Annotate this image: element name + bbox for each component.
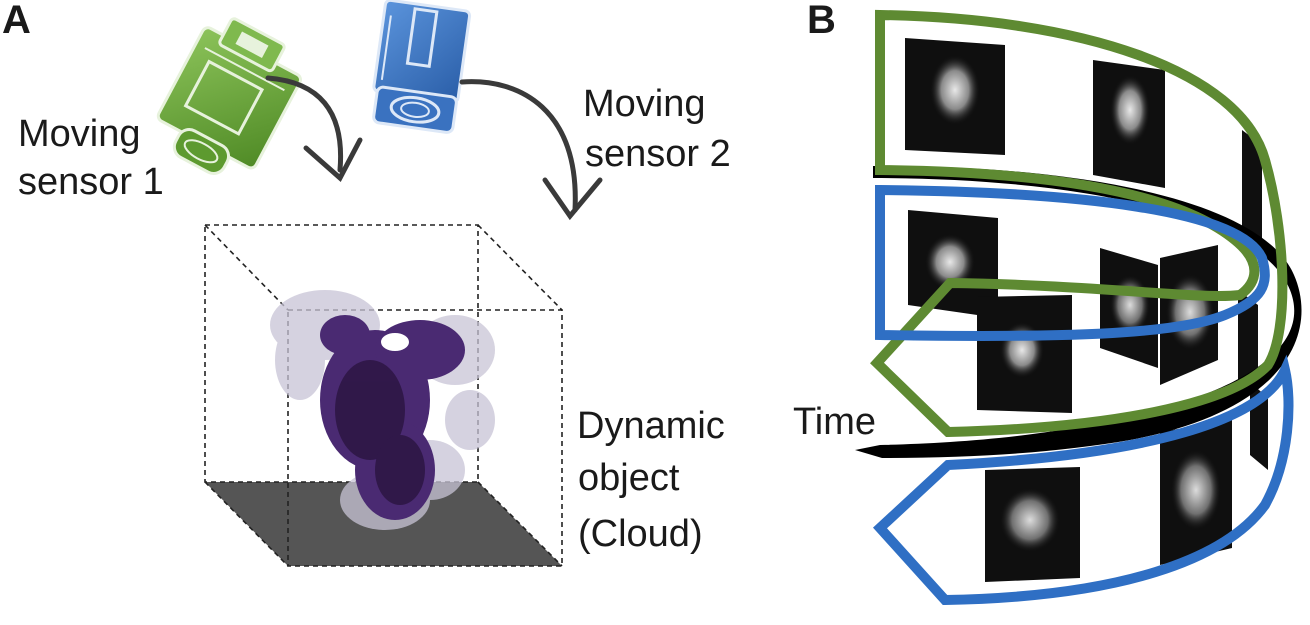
object-label-line1: Dynamic — [577, 405, 725, 447]
frame-image — [977, 295, 1072, 413]
frame-image — [1242, 130, 1262, 240]
object-label-line2: object — [578, 457, 680, 499]
panel-b-label: B — [807, 0, 836, 42]
time-label: Time — [793, 401, 877, 443]
sensor-1-label-line1: Moving — [18, 113, 141, 155]
sensor-1-motion-arrow — [265, 75, 363, 182]
sensor-1-camera-icon — [156, 17, 303, 175]
frame-image — [1093, 60, 1165, 188]
sensor-2-frame-band — [875, 184, 1270, 341]
frame-image — [985, 467, 1080, 582]
sensor-2-label-line1: Moving — [583, 83, 706, 125]
frame-image — [1160, 420, 1232, 565]
frame-image — [1100, 248, 1158, 368]
object-label-line3: (Cloud) — [578, 513, 703, 555]
frame-image — [1238, 290, 1258, 395]
frame-image — [905, 38, 1005, 155]
panel-a-label: A — [2, 0, 31, 42]
sensor-2-motion-arrow — [459, 79, 603, 221]
frame-image — [908, 210, 998, 318]
sensor-2-frame-band — [872, 354, 1294, 606]
sensor-2-label-line2: sensor 2 — [585, 133, 731, 175]
sensor-1-label-line2: sensor 1 — [18, 161, 164, 203]
sensor-2-camera-icon — [372, 0, 472, 134]
cloud-object — [270, 290, 495, 530]
